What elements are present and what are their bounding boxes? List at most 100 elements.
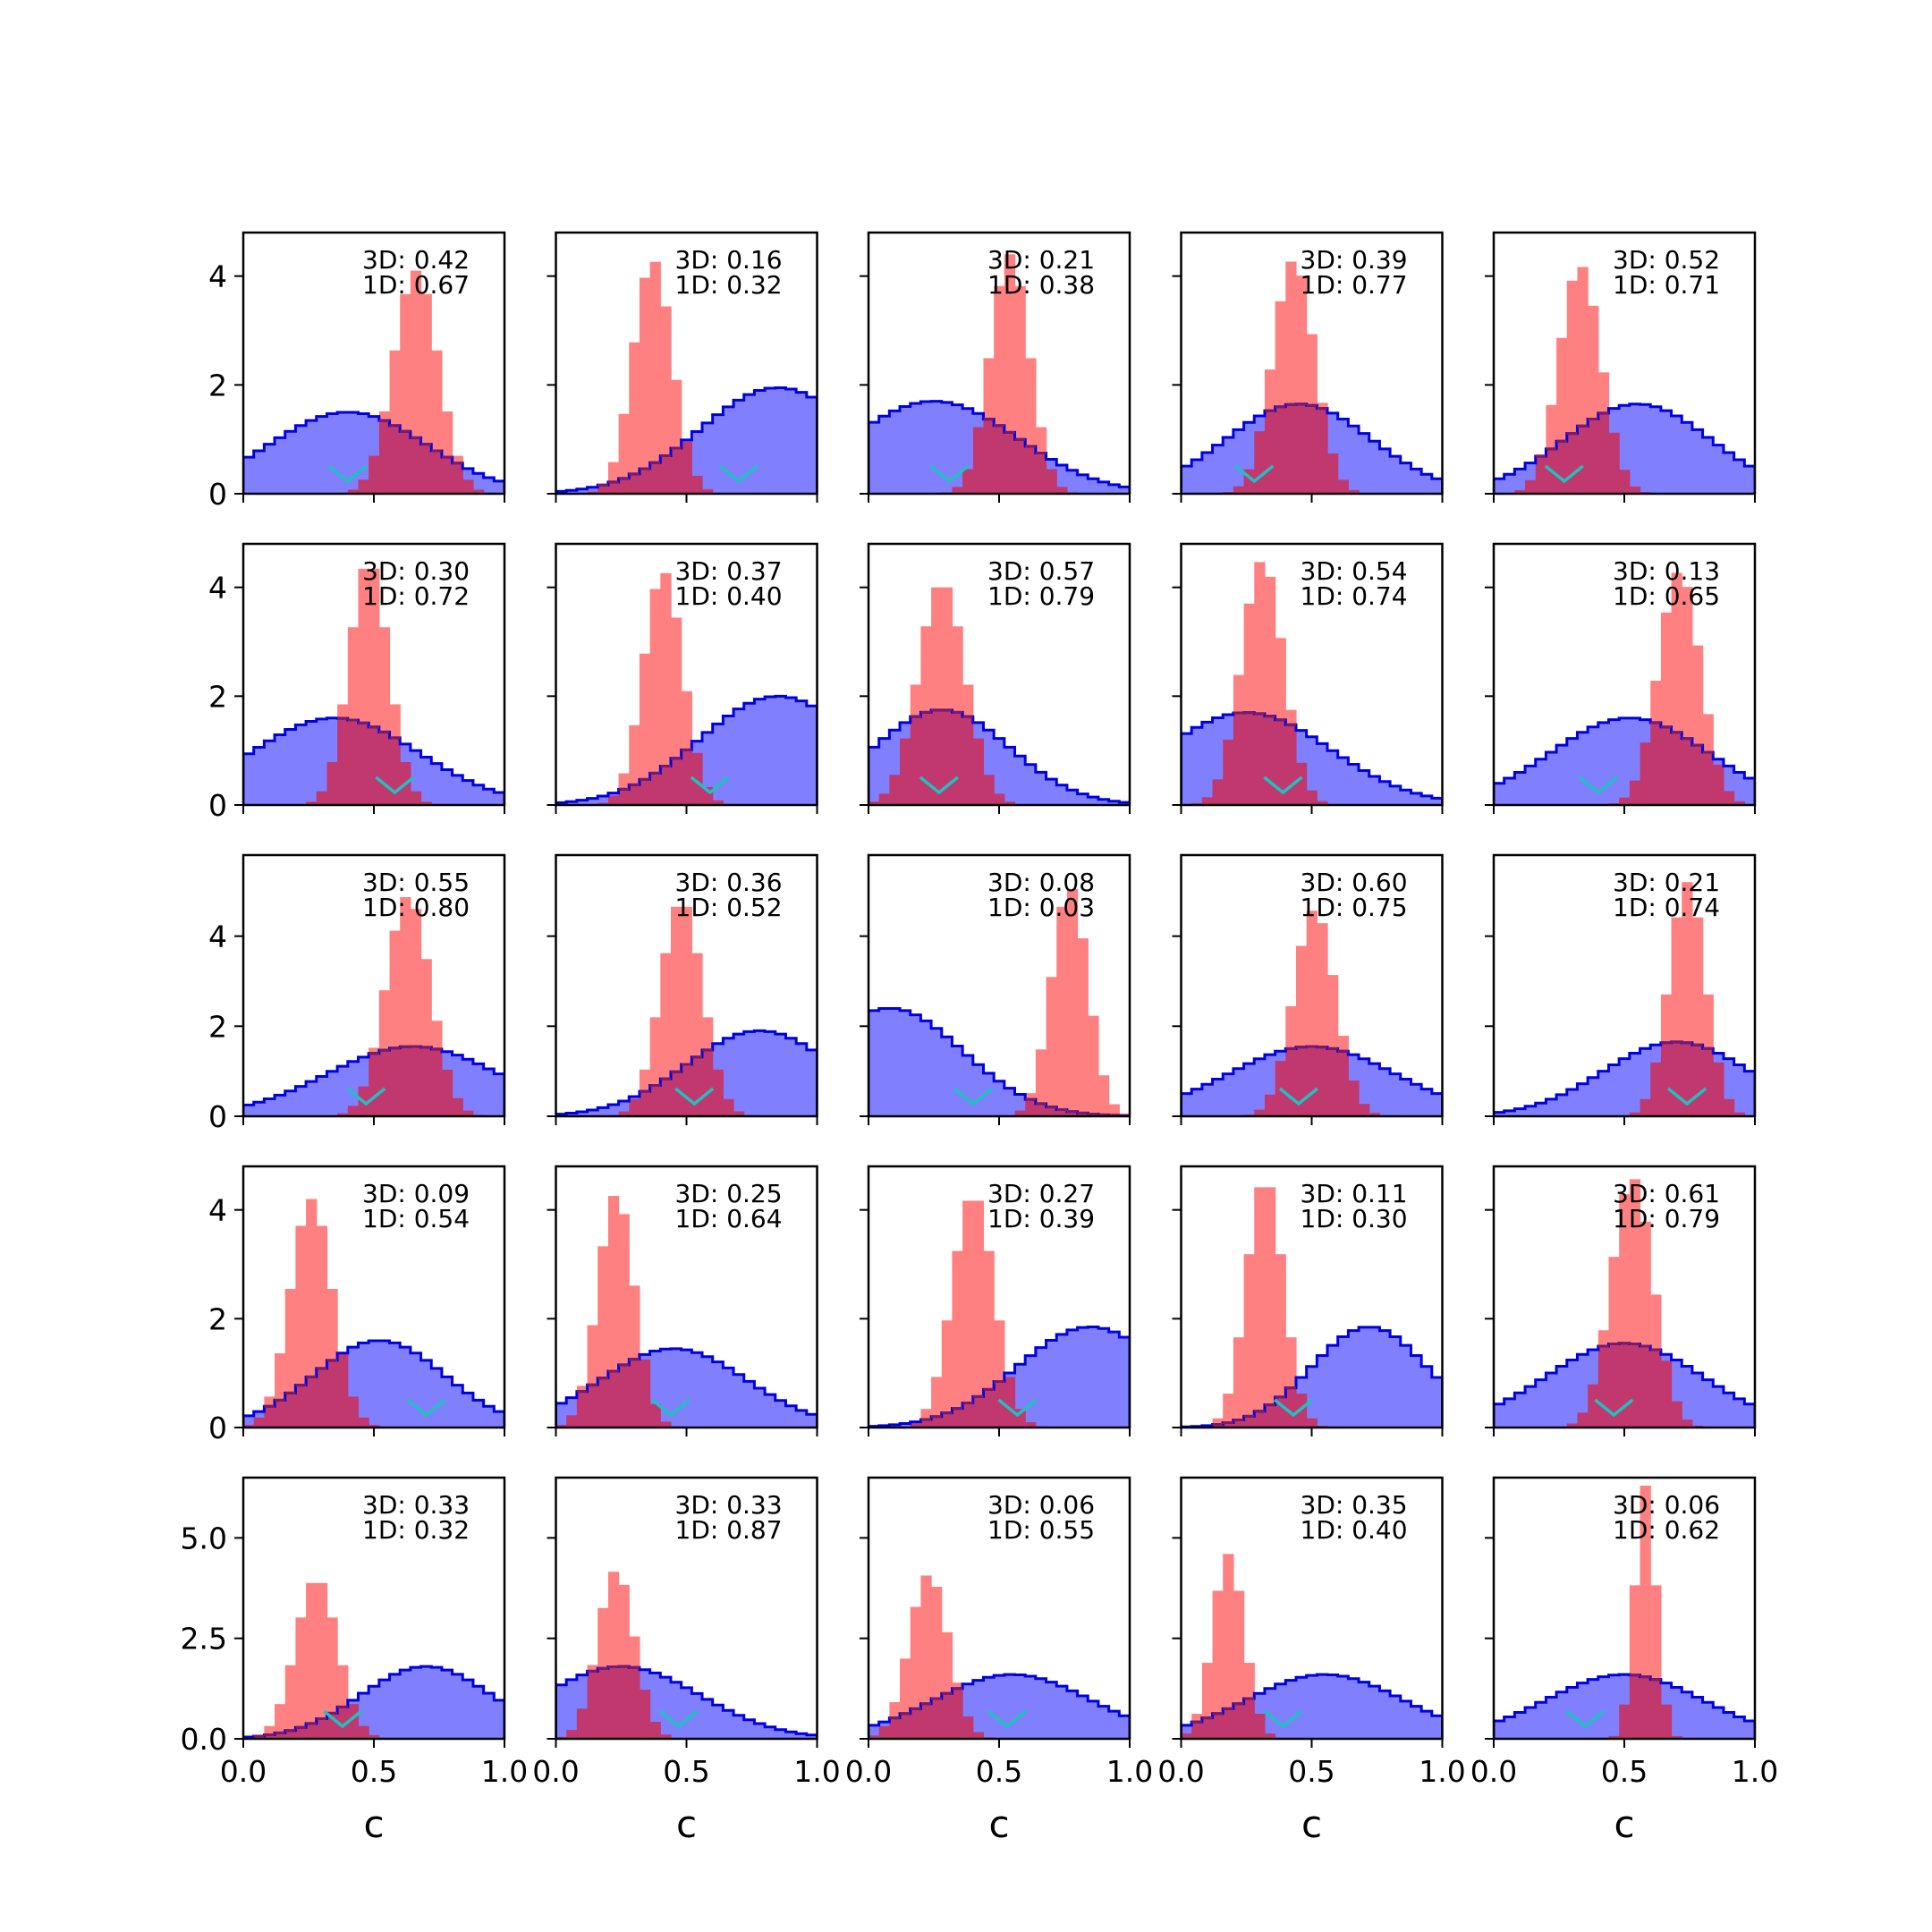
- blue-bar: [889, 411, 901, 494]
- red-bar: [962, 684, 974, 717]
- overlap-bar: [983, 775, 995, 805]
- blue-bar: [566, 490, 578, 494]
- blue-bar: [681, 1350, 692, 1428]
- overlap-bar: [1275, 406, 1286, 494]
- blue-bar: [462, 1059, 474, 1116]
- annotation-1d: 1D: 0.40: [1301, 1515, 1408, 1545]
- overlap-bar: [629, 1667, 640, 1739]
- blue-bar: [452, 1674, 463, 1739]
- blue-bar: [369, 1686, 380, 1739]
- overlap-bar: [920, 1419, 932, 1428]
- blue-bar: [284, 1090, 296, 1116]
- blue-bar: [1411, 1355, 1422, 1428]
- blue-bar: [1733, 1064, 1745, 1116]
- blue-bar: [1368, 1063, 1381, 1116]
- overlap-bar: [1275, 1396, 1286, 1428]
- overlap-bar: [1004, 801, 1016, 805]
- blue-bar: [1494, 1112, 1505, 1116]
- overlap-bar: [1191, 1722, 1203, 1739]
- overlap-bar: [284, 1730, 296, 1739]
- blue-bar: [1525, 766, 1537, 805]
- blue-bar: [1004, 747, 1016, 805]
- blue-bar: [1421, 795, 1433, 805]
- overlap-bar: [1566, 1423, 1579, 1428]
- overlap-bar: [1264, 1733, 1276, 1739]
- red-bar: [702, 1017, 714, 1050]
- annotation-1d: 1D: 0.79: [1613, 1204, 1720, 1233]
- overlap-bar: [1181, 1733, 1192, 1739]
- blue-bar: [410, 1667, 422, 1739]
- v-marker: [1234, 464, 1275, 484]
- red-bar: [941, 1631, 953, 1694]
- red-bar: [660, 306, 672, 456]
- blue-bar: [1025, 1355, 1037, 1428]
- blue-bar: [1285, 1680, 1297, 1739]
- red-bar: [1691, 645, 1704, 746]
- red-bar: [1556, 337, 1568, 442]
- blue-bar: [1275, 1683, 1286, 1739]
- blue-bar: [1056, 464, 1068, 494]
- overlap-bar: [639, 469, 651, 494]
- panel-plot-area: [555, 261, 818, 494]
- blue-bar: [566, 1113, 578, 1116]
- overlap-bar: [566, 1730, 578, 1739]
- blue-bar: [1379, 781, 1391, 805]
- v-marker: [987, 1709, 1027, 1729]
- blue-bar: [1744, 777, 1755, 805]
- red-bar: [369, 1047, 380, 1054]
- annotation-1d: 1D: 0.80: [362, 893, 470, 922]
- overlap-bar: [618, 1111, 630, 1116]
- v-marker: [1278, 1087, 1319, 1106]
- panel-plot-area: [555, 1572, 818, 1739]
- overlap-bar: [1014, 439, 1026, 494]
- overlap-bar: [1650, 1062, 1662, 1116]
- blue-bar: [587, 1109, 598, 1116]
- blue-bar: [1390, 1336, 1402, 1428]
- blue-bar: [462, 780, 474, 805]
- red-bar: [1254, 562, 1266, 714]
- red-bar: [389, 930, 401, 1048]
- overlap-bar: [1629, 1112, 1641, 1116]
- overlap-bar: [691, 1056, 703, 1116]
- blue-bar: [1119, 487, 1130, 494]
- overlap-bar: [1025, 445, 1037, 494]
- blue-bar: [1004, 1674, 1016, 1739]
- blue-bar: [1348, 764, 1360, 805]
- overlap-bar: [316, 1368, 328, 1428]
- red-bar: [275, 1353, 286, 1401]
- overlap-bar: [670, 758, 682, 805]
- blue-bar: [910, 1014, 921, 1116]
- y-tick-label: 4: [208, 259, 227, 294]
- overlap-bar: [900, 1713, 911, 1739]
- overlap-bar: [1295, 1046, 1308, 1116]
- annotation-3d: 3D: 0.21: [987, 245, 1095, 275]
- blue-bar: [1671, 1687, 1682, 1739]
- blue-outline-overlap: [910, 708, 973, 718]
- overlap-bar: [1254, 1714, 1266, 1739]
- blue-bar: [1097, 1706, 1110, 1739]
- blue-bar: [1597, 1676, 1610, 1739]
- red-bar: [378, 411, 391, 421]
- blue-bar: [1243, 1063, 1255, 1116]
- blue-bar: [1733, 459, 1745, 494]
- blue-bar: [702, 422, 714, 494]
- overlap-bar: [462, 1110, 474, 1116]
- blue-bar: [910, 403, 921, 494]
- overlap-bar: [952, 712, 963, 805]
- overlap-bar: [358, 1417, 369, 1428]
- blue-bar: [1212, 1079, 1224, 1116]
- annotation-1d: 1D: 0.03: [987, 893, 1095, 922]
- x-tick-label: 1.0: [1106, 1754, 1153, 1789]
- blue-bar: [1368, 441, 1381, 494]
- red-bar: [931, 587, 943, 710]
- annotation-1d: 1D: 0.67: [362, 270, 470, 300]
- panel-plot-area: [555, 572, 818, 805]
- red-bar: [1035, 427, 1047, 453]
- red-bar: [889, 1701, 901, 1718]
- red-bar: [1682, 587, 1693, 739]
- overlap-bar: [1588, 1384, 1599, 1428]
- blue-bar: [494, 792, 504, 805]
- blue-bar: [1713, 1707, 1724, 1739]
- blue-bar: [1066, 1690, 1079, 1739]
- red-bar: [607, 462, 620, 482]
